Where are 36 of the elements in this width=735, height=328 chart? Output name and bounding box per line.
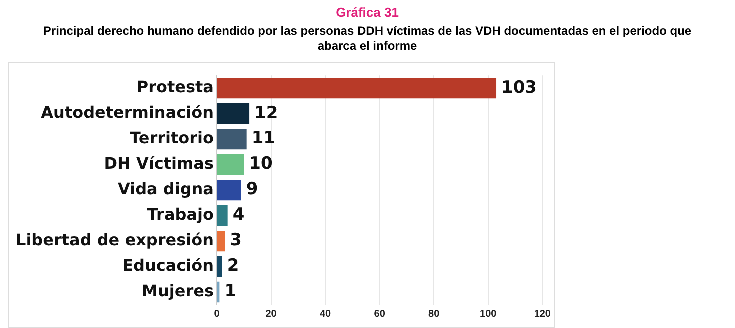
bar xyxy=(217,104,250,124)
y-tick-label: Territorio xyxy=(130,128,214,148)
x-tick-label: 20 xyxy=(266,308,278,320)
data-label: 2 xyxy=(227,256,240,276)
y-tick-label: Vida digna xyxy=(118,179,214,198)
bar xyxy=(217,205,228,226)
y-tick-label: Mujeres xyxy=(142,281,214,300)
x-tick-label: 40 xyxy=(320,308,332,320)
data-label: 11 xyxy=(252,128,276,149)
data-label: 4 xyxy=(232,205,245,226)
bar xyxy=(217,256,222,278)
bar xyxy=(217,78,497,99)
y-tick-label: Autodeterminación xyxy=(41,102,214,122)
chart-title: Gráfica 31 xyxy=(335,5,400,22)
x-tick-label: 0 xyxy=(214,308,220,320)
y-tick-label: Libertad de expresión xyxy=(16,230,214,250)
bar xyxy=(217,180,242,201)
data-label: 9 xyxy=(246,180,258,200)
x-tick-label: 100 xyxy=(480,308,498,320)
data-label: 12 xyxy=(254,103,278,124)
y-tick-label: Educación xyxy=(122,256,214,275)
bar xyxy=(217,154,244,176)
bar xyxy=(217,282,220,303)
chart-subtitle: Principal derecho humano defendido por las personas DDH víctimas de las VDH documentadas en el periodo que abarca el informe xyxy=(42,24,693,55)
x-tick-label: 120 xyxy=(534,308,552,320)
data-label: 1 xyxy=(224,282,237,302)
y-tick-label: Protesta xyxy=(136,78,214,96)
bar xyxy=(217,129,247,150)
x-tick-label: 60 xyxy=(374,308,386,320)
data-label: 10 xyxy=(249,154,273,174)
data-label: 103 xyxy=(502,78,538,98)
x-tick-label: 80 xyxy=(428,308,440,320)
y-tick-label: Trabajo xyxy=(147,204,214,224)
data-label: 3 xyxy=(230,230,242,251)
bar xyxy=(217,230,226,252)
y-tick-label: DH Víctimas xyxy=(104,154,214,173)
